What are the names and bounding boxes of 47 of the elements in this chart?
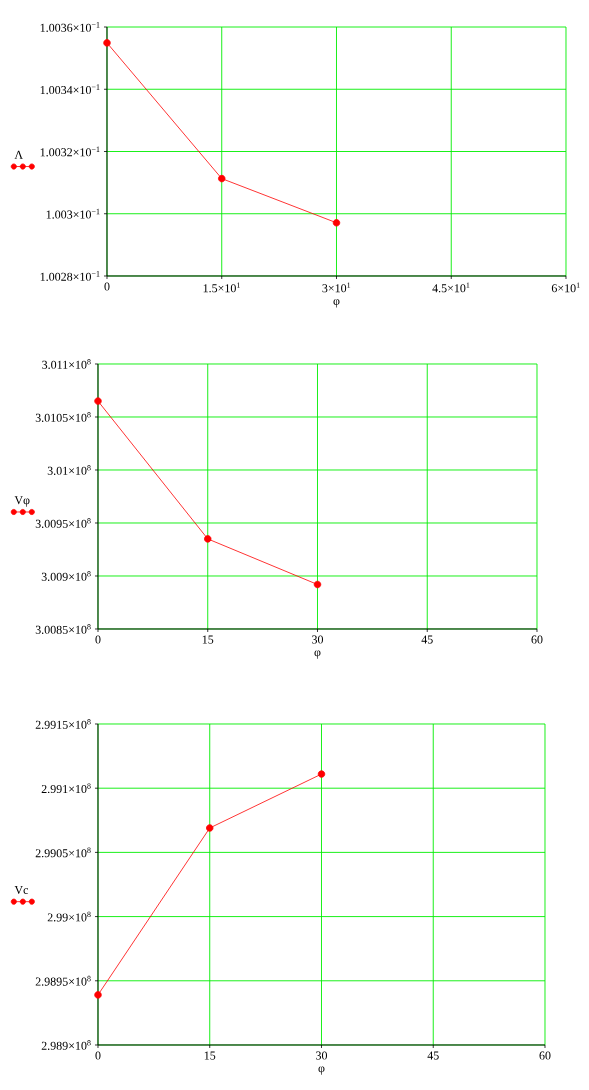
x-tick-label: 0 (104, 282, 110, 291)
y-tick-label: 3.0095×10$^{8}$ (35, 518, 91, 528)
y-tick-label: 1.0032×10$^{−1}$ (40, 146, 100, 157)
point (313, 580, 322, 589)
y-tick-label: 3.0105×10$^{8}$ (35, 412, 91, 422)
y-tick-label: 1.0028×10$^{−1}$ (40, 271, 100, 281)
x-tick-label: 45 (427, 1051, 439, 1060)
y-tick-label: 2.9915×10$^{8}$ (35, 719, 91, 729)
point (332, 219, 341, 227)
x-tick-label: 15 (204, 1051, 216, 1060)
y-tick-label: 2.9905×10$^{8}$ (35, 847, 91, 858)
point (206, 824, 214, 832)
point (94, 991, 102, 999)
text: Λ (14, 150, 23, 159)
y-tick-label: 1.0036×10$^{−1}$ (40, 22, 100, 32)
x-tick-label: 0 (95, 635, 101, 644)
text: Vc (14, 885, 29, 895)
y-tick-label: 1.0034×10$^{−1}$ (40, 84, 100, 95)
point (204, 535, 212, 543)
x-tick-label: 0 (95, 1051, 101, 1060)
y-tick-label: 2.991×10$^{8}$ (41, 783, 91, 794)
x-axis-title: φ (333, 299, 340, 308)
x-tick-label: 3×10$^{1}$ (322, 282, 351, 293)
x-tick-label: 1.5×10$^{1}$ (203, 282, 240, 293)
point (317, 770, 326, 778)
x-axis-title: φ (314, 650, 321, 659)
x-axis-title: φ (318, 1066, 325, 1075)
text: Vφ (14, 496, 30, 507)
x-tick-label: 60 (539, 1051, 551, 1060)
x-tick-label: 60 (531, 635, 543, 644)
point (103, 39, 111, 47)
y-tick-label: 2.99×10$^{8}$ (47, 911, 91, 922)
y-tick-label: 3.0085×10$^{8}$ (35, 624, 91, 634)
point (94, 397, 102, 405)
y-tick-label: 3.011×10$^{8}$ (42, 359, 91, 369)
x-tick-label: 45 (421, 635, 433, 644)
x-tick-label: 6×10$^{1}$ (551, 282, 580, 293)
y-tick-label: 2.9895×10$^{8}$ (35, 975, 91, 986)
y-tick-label: 3.009×10$^{8}$ (41, 571, 91, 581)
x-tick-label: 30 (312, 635, 324, 644)
y-tick-label: 3.01×10$^{8}$ (47, 465, 91, 475)
x-tick-label: 15 (202, 635, 214, 644)
y-tick-label: 2.989×10$^{8}$ (41, 1040, 91, 1050)
x-tick-label: 4.5×10$^{1}$ (432, 282, 470, 293)
y-tick-label: 1.003×10$^{−1}$ (46, 208, 100, 219)
x-tick-label: 30 (316, 1051, 328, 1060)
point (218, 174, 226, 183)
